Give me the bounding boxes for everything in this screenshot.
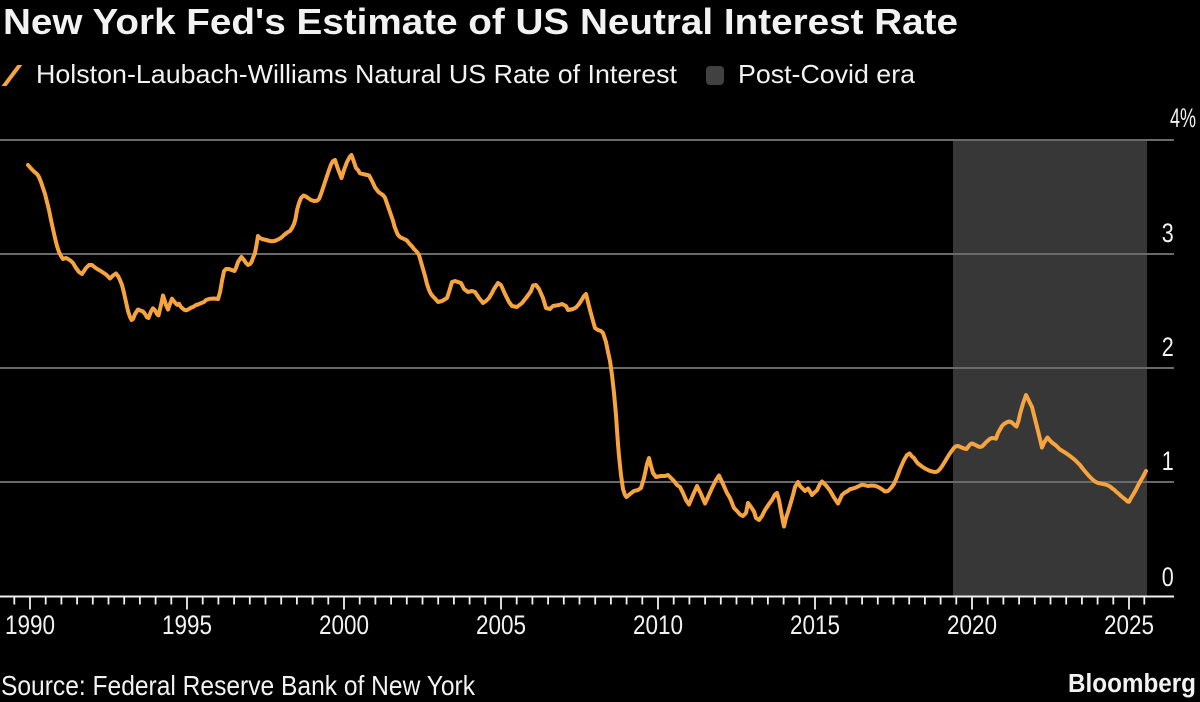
svg-text:1995: 1995 <box>162 610 212 640</box>
svg-text:4%: 4% <box>1170 103 1196 133</box>
svg-text:2015: 2015 <box>790 610 840 640</box>
svg-text:2000: 2000 <box>319 610 369 640</box>
svg-text:2020: 2020 <box>947 610 997 640</box>
svg-text:3: 3 <box>1162 218 1174 248</box>
svg-text:Post-Covid era: Post-Covid era <box>738 59 916 89</box>
svg-text:2005: 2005 <box>476 610 526 640</box>
svg-text:New York Fed's Estimate of US: New York Fed's Estimate of US Neutral In… <box>3 1 958 42</box>
svg-text:2: 2 <box>1162 332 1174 362</box>
svg-text:2010: 2010 <box>633 610 683 640</box>
svg-text:1: 1 <box>1162 446 1174 476</box>
svg-text:1990: 1990 <box>5 610 55 640</box>
svg-text:2025: 2025 <box>1104 610 1154 640</box>
svg-text:0: 0 <box>1162 562 1174 592</box>
svg-text:Source: Federal Reserve Bank o: Source: Federal Reserve Bank of New York <box>1 670 476 701</box>
svg-text:Holston-Laubach-Williams Natur: Holston-Laubach-Williams Natural US Rate… <box>36 59 678 89</box>
svg-text:Bloomberg: Bloomberg <box>1068 670 1196 698</box>
